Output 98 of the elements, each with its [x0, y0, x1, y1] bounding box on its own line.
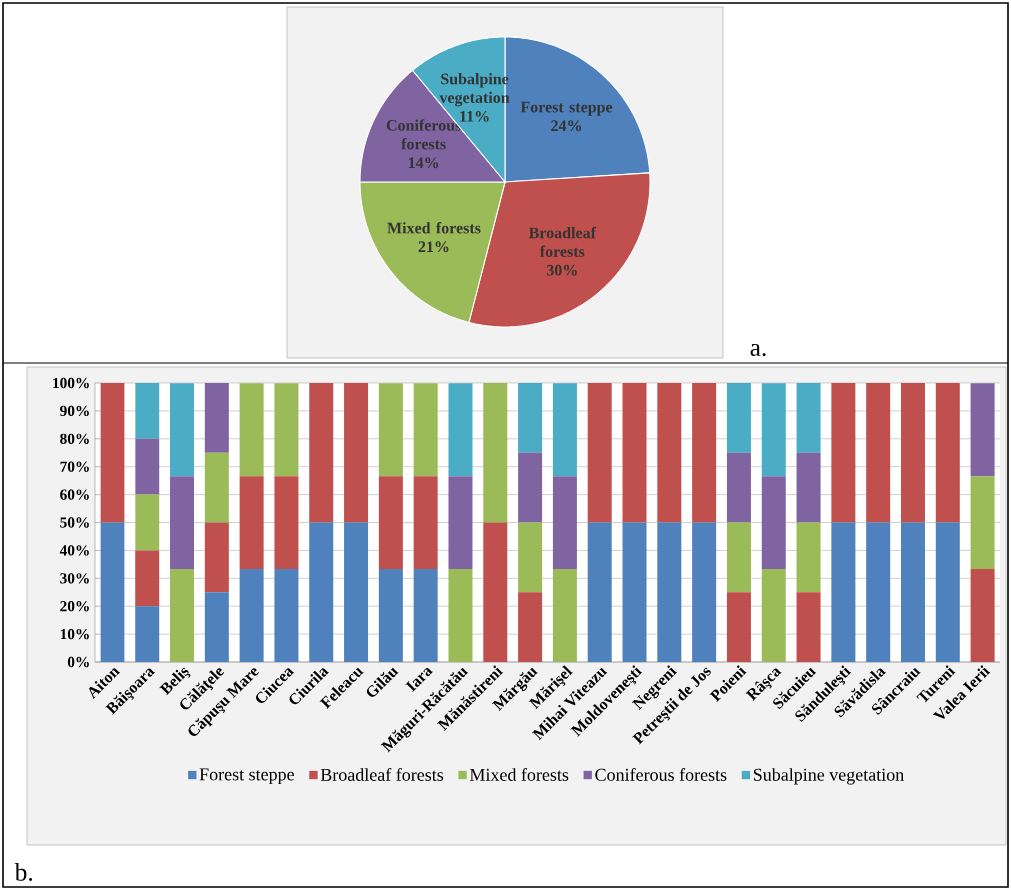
bar	[866, 522, 891, 663]
bar	[518, 452, 543, 523]
bar	[622, 522, 647, 663]
bar	[970, 383, 995, 477]
bar	[448, 383, 473, 477]
bar	[587, 383, 612, 523]
bar	[135, 550, 160, 607]
y-tick-label: 20%	[60, 601, 89, 612]
bar	[100, 383, 125, 523]
bar	[239, 476, 264, 570]
bar	[796, 592, 821, 663]
bar	[692, 383, 717, 523]
bar	[344, 383, 369, 523]
data-label: 14%	[408, 157, 439, 169]
bar	[518, 522, 543, 593]
y-tick-label: 0%	[67, 656, 89, 668]
text: b.	[14, 863, 33, 881]
legend-label: Coniferous forests	[595, 768, 727, 781]
data-label: 30%	[546, 264, 577, 276]
bar	[204, 383, 229, 453]
y-tick-label: 40%	[59, 545, 89, 556]
bar	[970, 476, 995, 570]
bar	[552, 476, 577, 570]
bar	[657, 383, 682, 523]
bar	[831, 383, 856, 523]
bar	[900, 383, 925, 523]
bar	[448, 476, 473, 570]
legend-label: Subalpine vegetation	[753, 768, 904, 785]
bar	[831, 522, 856, 663]
bar	[413, 569, 438, 663]
bar	[796, 452, 821, 523]
bar	[135, 383, 160, 439]
bar	[796, 383, 821, 453]
bar	[761, 476, 786, 570]
text: a.	[750, 343, 766, 357]
bar	[935, 383, 960, 523]
bar	[657, 522, 682, 663]
bar	[239, 383, 264, 477]
y-tick-label: 60%	[60, 489, 89, 500]
bar	[866, 383, 891, 523]
bar	[761, 383, 786, 477]
y-tick-label: 70%	[60, 461, 89, 472]
bar	[726, 452, 751, 523]
bar	[170, 569, 195, 663]
y-tick-label: 100%	[53, 377, 89, 389]
bar	[204, 522, 229, 593]
bar	[309, 522, 334, 663]
bar	[204, 452, 229, 523]
bar	[622, 383, 647, 523]
bar	[796, 522, 821, 593]
bar	[726, 592, 751, 663]
bar	[518, 592, 543, 663]
bar	[204, 592, 229, 663]
legend-label: Mixed forests	[469, 768, 569, 781]
bar	[587, 522, 612, 663]
y-tick-label: 30%	[60, 573, 89, 584]
bar	[900, 522, 925, 663]
bar	[344, 522, 369, 663]
bar	[309, 383, 334, 523]
bar	[135, 438, 160, 495]
bar	[518, 383, 543, 453]
data-label: 24%	[551, 120, 582, 132]
y-tick-label: 80%	[60, 433, 89, 445]
bar	[378, 569, 403, 663]
bar	[274, 569, 299, 663]
slice-label: Forest steppe	[520, 101, 613, 116]
bar	[274, 383, 299, 477]
data-label: 21%	[418, 241, 449, 253]
bar	[726, 522, 751, 593]
legend-label: Broadleaf forests	[320, 768, 444, 781]
bar	[448, 569, 473, 663]
bar	[483, 383, 508, 523]
bar	[692, 522, 717, 663]
bar	[170, 383, 195, 477]
bar	[726, 383, 751, 453]
bar	[935, 522, 960, 663]
y-tick-label: 50%	[60, 517, 89, 528]
bar	[970, 569, 995, 663]
bar	[378, 476, 403, 570]
bar	[100, 522, 125, 663]
bar	[552, 383, 577, 477]
bar	[413, 476, 438, 570]
bar	[239, 569, 264, 663]
bar	[378, 383, 403, 477]
legend-label: Forest steppe	[199, 768, 294, 785]
y-tick-label: 90%	[60, 405, 89, 417]
bar	[170, 476, 195, 570]
bar	[761, 569, 786, 663]
bar	[552, 569, 577, 663]
bar	[135, 606, 160, 663]
slice-label: Broadleaf forests	[528, 226, 597, 257]
data-label: 11%	[460, 110, 489, 122]
bar	[483, 522, 508, 663]
bar	[413, 383, 438, 477]
bar	[274, 476, 299, 570]
bar	[135, 494, 160, 551]
slice-label: Mixed forests	[387, 222, 481, 234]
y-tick-label: 10%	[60, 628, 89, 640]
